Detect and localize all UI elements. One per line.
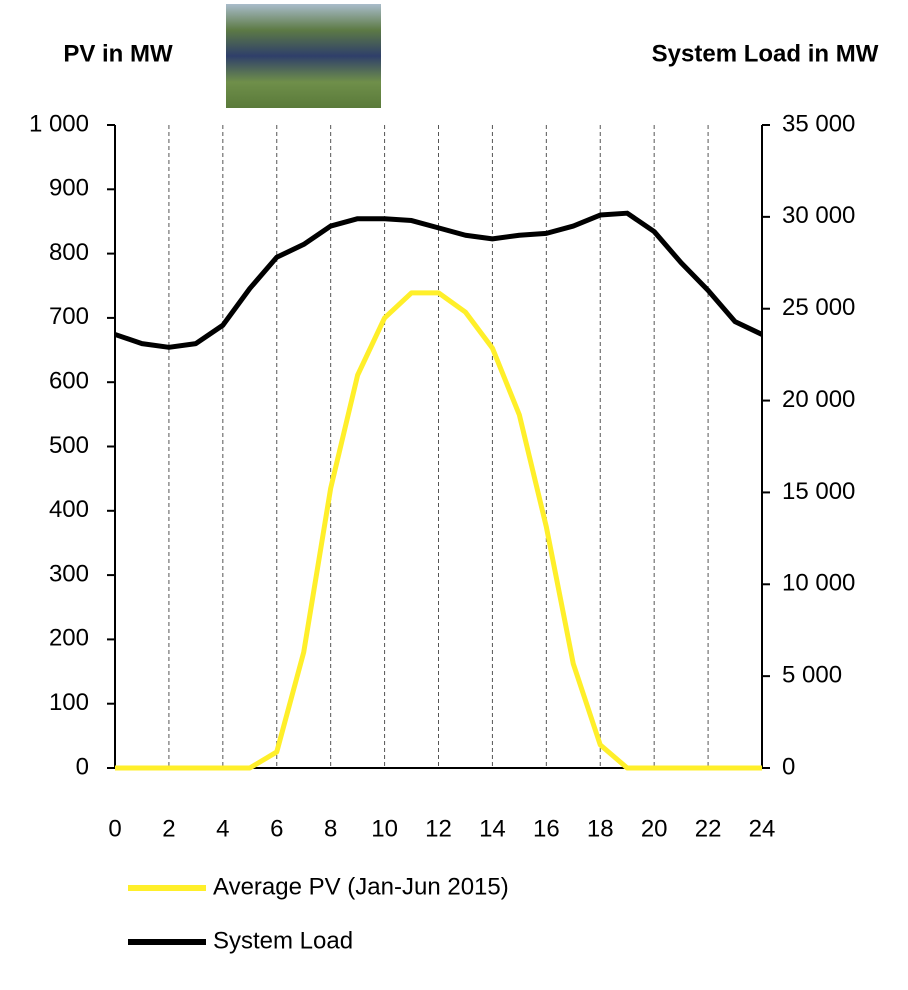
y-tick-label: 600	[49, 368, 89, 395]
x-tick-label: 8	[324, 815, 337, 842]
y2-tick-label: 10 000	[782, 570, 855, 597]
y2-tick-label: 15 000	[782, 478, 855, 505]
y-tick-label: 800	[49, 239, 89, 266]
x-tick-label: 6	[270, 815, 283, 842]
y-tick-label: 1 000	[29, 110, 89, 137]
legend-label: System Load	[213, 927, 353, 954]
photo	[226, 4, 381, 108]
legend-label: Average PV (Jan-Jun 2015)	[213, 873, 509, 900]
y-tick-label: 200	[49, 625, 89, 652]
y-axis-title: PV in MW	[63, 40, 173, 67]
x-tick-label: 24	[749, 815, 776, 842]
x-tick-label: 16	[533, 815, 560, 842]
y-tick-label: 500	[49, 432, 89, 459]
y2-tick-label: 30 000	[782, 202, 855, 229]
x-tick-label: 14	[479, 815, 506, 842]
series-line	[114, 210, 764, 350]
y-tick-label: 100	[49, 689, 89, 716]
x-tick-label: 10	[371, 815, 398, 842]
y2-tick-label: 5 000	[782, 661, 842, 688]
x-tick-label: 2	[162, 815, 175, 842]
y2-tick-label: 35 000	[782, 110, 855, 137]
x-tick-label: 22	[695, 815, 722, 842]
y2-tick-label: 0	[782, 753, 795, 780]
y-tick-label: 0	[76, 753, 89, 780]
y2-tick-label: 25 000	[782, 294, 855, 321]
y-tick-label: 400	[49, 496, 89, 523]
y-tick-label: 900	[49, 175, 89, 202]
series-line	[115, 290, 762, 771]
x-tick-label: 0	[108, 815, 121, 842]
x-tick-label: 20	[641, 815, 668, 842]
y2-tick-label: 20 000	[782, 386, 855, 413]
x-tick-label: 18	[587, 815, 614, 842]
y2-axis-title: System Load in MW	[652, 40, 879, 67]
y-tick-label: 700	[49, 303, 89, 330]
y-tick-label: 300	[49, 560, 89, 587]
x-tick-label: 4	[216, 815, 229, 842]
x-tick-label: 12	[425, 815, 452, 842]
